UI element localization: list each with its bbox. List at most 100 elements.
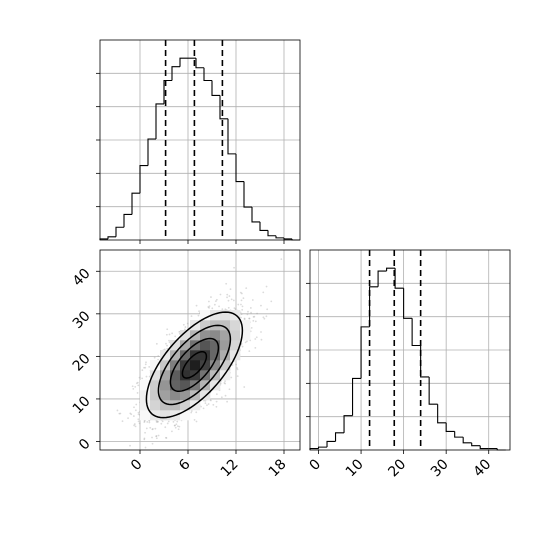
scatter-point <box>265 315 268 318</box>
y-tick-label: 40 <box>70 266 94 290</box>
y-tick-label: 0 <box>76 436 94 454</box>
density-cell <box>160 410 171 421</box>
scatter-point <box>195 304 198 307</box>
histogram-x-quantile-lines <box>164 40 224 240</box>
scatter-point <box>143 437 146 440</box>
scatter-point <box>224 394 227 397</box>
scatter-point <box>152 428 154 430</box>
scatter-point <box>240 316 242 319</box>
scatter-point <box>248 317 250 320</box>
scatter-point <box>157 434 160 437</box>
scatter-point <box>132 415 135 417</box>
density-cell <box>190 360 201 371</box>
scatter-point <box>236 368 239 371</box>
density-cell <box>210 330 221 341</box>
density-cell <box>140 390 151 401</box>
scatter-point <box>195 411 198 414</box>
density-cell <box>160 390 171 401</box>
scatter-point <box>176 420 179 423</box>
scatter-point <box>143 438 146 441</box>
density-cell <box>220 320 231 331</box>
scatter-point <box>145 361 147 364</box>
scatter-point <box>184 326 187 328</box>
scatter-point <box>156 475 158 477</box>
density-cell <box>200 350 211 361</box>
scatter-point <box>138 422 141 425</box>
scatter-point <box>156 421 159 423</box>
histogram-bin <box>437 404 447 424</box>
density-cell <box>160 380 171 391</box>
density-cell <box>210 360 221 371</box>
scatter-point <box>166 344 168 347</box>
density-cell <box>220 310 231 321</box>
scatter-point <box>190 411 193 414</box>
density-cell <box>160 370 171 381</box>
contour-line <box>145 311 244 419</box>
scatter-point <box>132 387 135 390</box>
scatter-point <box>218 305 220 308</box>
density-cell <box>230 340 241 351</box>
scatter-point <box>153 356 156 359</box>
y-tick-label: 10 <box>70 393 94 417</box>
scatter-point <box>121 450 123 452</box>
scatter-point <box>182 323 185 326</box>
scatter-point <box>255 336 258 339</box>
density-cell <box>200 310 211 321</box>
scatter-point <box>122 452 124 454</box>
histogram-bin <box>219 95 228 120</box>
histogram-bin <box>131 192 140 215</box>
x-tick-label: 0 <box>307 456 325 474</box>
scatter-point <box>230 376 233 379</box>
scatter-point <box>207 403 210 405</box>
scatter-point <box>173 424 176 427</box>
scatter-point <box>155 420 158 423</box>
scatter-point <box>243 317 246 320</box>
scatter-point <box>243 318 246 321</box>
density-cell <box>220 350 231 361</box>
histogram-bin <box>454 431 464 438</box>
scatter-point <box>190 410 193 412</box>
scatter-point <box>137 411 140 414</box>
histogram-y-ticks <box>306 282 490 454</box>
scatter-point <box>240 303 242 306</box>
histogram-bin <box>139 165 148 194</box>
scatter-point <box>183 328 186 331</box>
scatter-point <box>174 335 177 338</box>
scatter-point <box>155 342 158 345</box>
histogram-bin <box>428 376 438 405</box>
scatter-point <box>144 363 147 366</box>
scatter-point <box>235 363 237 366</box>
density-cell <box>150 360 161 371</box>
histogram-x-bars <box>99 57 300 241</box>
scatter-point <box>160 422 163 425</box>
scatter-point <box>190 315 193 318</box>
scatter-point <box>146 421 149 423</box>
scatter-point <box>245 287 248 289</box>
scatter-point <box>141 369 144 372</box>
histogram-bin <box>326 440 336 448</box>
scatter-point <box>253 315 256 318</box>
scatter-point <box>220 396 223 399</box>
scatter-point <box>143 421 146 423</box>
x-tick-label: 6 <box>176 456 194 474</box>
histogram-bin <box>211 80 220 96</box>
density-cell <box>180 390 191 401</box>
scatter-point <box>246 340 248 343</box>
scatter-point <box>248 350 251 353</box>
scatter-point <box>121 420 124 423</box>
scatter-point <box>204 402 207 405</box>
scatter-point <box>228 388 231 391</box>
scatter-point <box>166 347 169 350</box>
histogram-bin <box>235 153 244 183</box>
density-cell <box>210 340 221 351</box>
scatter-point <box>174 426 177 429</box>
scatter-point <box>224 382 227 385</box>
x-tick-label: 18 <box>266 456 290 480</box>
scatter-point <box>133 406 135 409</box>
density-cell <box>170 360 181 371</box>
histogram-bin <box>123 213 132 228</box>
scatter-point <box>155 435 158 437</box>
scatter-point <box>226 400 229 403</box>
scatter-point <box>172 420 175 423</box>
